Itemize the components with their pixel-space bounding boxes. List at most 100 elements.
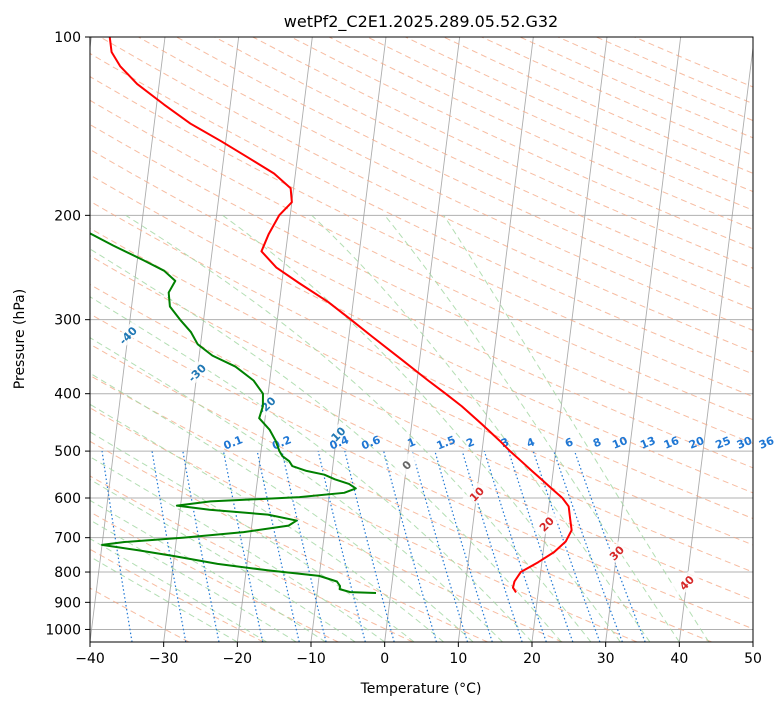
plot-frame (89, 36, 754, 643)
mixing-ratio-label: 4 (525, 435, 537, 450)
isotherm-label-bg (532, 509, 561, 538)
dry-adiabat (90, 374, 638, 642)
y-tick-label: 200 (54, 208, 81, 224)
mixing-ratio-line (383, 450, 437, 642)
isotherm-line (384, 37, 461, 642)
dry-adiabat (519, 37, 753, 139)
mixing-ratio-label: 0.6 (359, 433, 382, 452)
dry-adiabat (367, 37, 753, 211)
mixing-ratio-line (344, 450, 395, 642)
mixing-ratio-line (574, 450, 646, 642)
mixing-ratio-line (101, 451, 133, 642)
dry-adiabat (90, 548, 264, 642)
dry-adiabat (90, 227, 753, 546)
mixing-ratio-line (532, 450, 601, 642)
moist-adiabat (90, 499, 327, 642)
moist-adiabat (443, 215, 710, 642)
mixing-ratio-label: 16 (662, 434, 681, 452)
dry-adiabat (90, 511, 339, 642)
dry-adiabat (90, 124, 753, 445)
moist-adiabat (90, 296, 533, 642)
moist-adiabat (311, 214, 651, 642)
dry-adiabat (214, 37, 753, 290)
dry-adiabat (176, 37, 753, 310)
moist-adiabat (90, 456, 385, 642)
moist-adiabat (90, 248, 562, 642)
mixing-ratio-line (317, 450, 366, 642)
isotherm-label: -50 (48, 284, 71, 307)
mixing-ratio-label: 25 (714, 434, 733, 452)
x-tick-label: 50 (744, 651, 762, 667)
dry-adiabat (481, 37, 753, 156)
dry-adiabat (90, 407, 563, 642)
isotherm-label: -60 (0, 240, 3, 263)
x-tick-label: 30 (597, 651, 615, 667)
x-axis: −40 −30 −20 −10 0 10 20 30 40 50 (75, 642, 762, 667)
isotherm-label-bg (252, 391, 281, 420)
y-tick-label: 100 (54, 30, 81, 46)
dry-adiabat (90, 343, 712, 642)
mixing-ratio-line (151, 451, 187, 642)
isotherm-line (678, 44, 753, 642)
y-tick-label: 900 (54, 595, 81, 611)
moist-adiabat (90, 519, 297, 642)
isotherm-label-bg (0, 237, 5, 265)
moist-adiabat (90, 556, 238, 642)
moist-adiabat (90, 337, 503, 642)
moist-adiabat (90, 478, 356, 642)
moist-adiabat (90, 372, 474, 642)
mixing-ratio-label: 1.5 (435, 433, 458, 452)
mixing-ratio-label: 0.1 (222, 433, 245, 452)
dry-adiabat (252, 37, 753, 269)
dry-adiabat (557, 37, 753, 122)
dry-adiabat (405, 37, 753, 193)
mixing-ratio-line (256, 450, 300, 642)
chart-title: wetPf2_C2E1.2025.289.05.52.G32 (284, 12, 558, 32)
y-axis: 100 200 300 400 500 600 700 800 900 1000 (45, 30, 90, 638)
isotherm-line (163, 37, 240, 642)
mixing-ratio-line (222, 450, 264, 642)
mixing-ratio-line (281, 450, 327, 642)
x-tick-label: 0 (380, 651, 389, 667)
x-tick-label: −10 (296, 651, 326, 667)
x-tick-label: −20 (223, 651, 253, 667)
y-tick-label: 300 (54, 313, 81, 329)
isotherm-label-bg (322, 421, 351, 450)
dry-adiabat (90, 52, 753, 375)
dewpoint-profile-line (90, 232, 377, 595)
dry-adiabat (90, 76, 753, 398)
moist-adiabat (90, 538, 268, 642)
mixing-ratio-label: 36 (757, 434, 775, 452)
dry-adiabat (634, 37, 753, 88)
mixing-ratio-labels: 0.1 0.2 0.4 0.6 1 1.5 2 3 4 6 8 10 13 16 20 25 30 36 (222, 433, 775, 452)
x-axis-title: Temperature (°C) (360, 681, 482, 697)
x-tick-label: 10 (449, 651, 467, 667)
x-tick-label: 20 (523, 651, 541, 667)
y-tick-label: 1000 (45, 622, 81, 638)
mixing-ratio-line (182, 450, 220, 642)
moist-adiabat (90, 431, 415, 642)
isotherm-line (310, 37, 387, 642)
isotherm-line (752, 638, 753, 642)
mixing-ratio-label: 13 (638, 434, 657, 452)
dry-adiabat (90, 313, 753, 630)
dry-adiabat (90, 440, 488, 642)
dry-adiabat (90, 148, 753, 469)
mixing-ratio-label: 6 (563, 435, 575, 450)
profile-lines (90, 37, 573, 595)
dry-adiabat (90, 475, 414, 642)
mixing-ratio-line (483, 450, 547, 642)
isotherm-label-bg (182, 358, 211, 387)
x-tick-label: −30 (149, 651, 179, 667)
isotherm-label-bg (45, 281, 73, 309)
moist-adiabat (222, 214, 621, 642)
isotherm-label-bg (113, 321, 142, 349)
mixing-ratio-line (553, 450, 623, 642)
y-tick-label: 400 (54, 387, 81, 403)
moist-adiabat (384, 215, 680, 642)
isotherm-line (236, 37, 313, 642)
y-tick-label: 500 (54, 444, 81, 460)
y-tick-label: 600 (54, 491, 81, 507)
